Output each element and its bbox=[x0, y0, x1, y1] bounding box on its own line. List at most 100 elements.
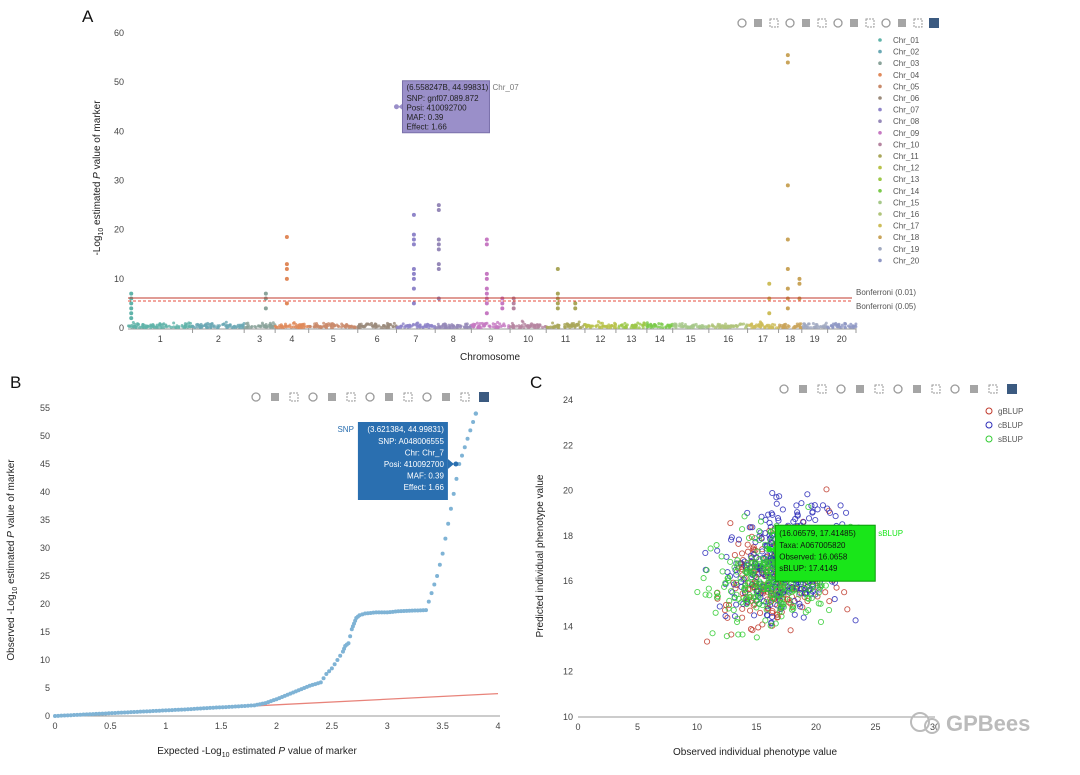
camera-icon[interactable] bbox=[779, 384, 789, 394]
autoscale-icon[interactable] bbox=[850, 19, 858, 27]
legend-marker[interactable] bbox=[878, 119, 882, 123]
legend-marker[interactable] bbox=[878, 223, 882, 228]
zoom-out-icon[interactable] bbox=[365, 392, 375, 402]
legend-item-label[interactable]: Chr_18 bbox=[893, 233, 920, 242]
zoom-out-icon[interactable] bbox=[893, 384, 903, 394]
marker-point bbox=[476, 326, 480, 330]
plotly-logo-icon[interactable] bbox=[479, 392, 489, 402]
hover-closest-icon[interactable] bbox=[970, 385, 978, 393]
legend-item-label[interactable]: sBLUP bbox=[998, 435, 1023, 444]
marker-point bbox=[187, 321, 191, 325]
spike-lines-icon[interactable] bbox=[422, 392, 432, 402]
hover-closest-icon[interactable] bbox=[898, 19, 906, 27]
autoscale-icon[interactable] bbox=[385, 393, 393, 401]
lasso-icon[interactable] bbox=[856, 385, 864, 393]
camera-icon[interactable] bbox=[251, 392, 261, 402]
zoom-in-icon[interactable] bbox=[346, 392, 356, 402]
box-select-icon[interactable] bbox=[785, 18, 795, 28]
legend-item-label[interactable]: Chr_04 bbox=[893, 71, 920, 80]
legend-item-label[interactable]: cBLUP bbox=[998, 421, 1023, 430]
legend-marker[interactable] bbox=[878, 165, 882, 170]
legend-marker[interactable] bbox=[985, 435, 993, 443]
legend-item-label[interactable]: Chr_11 bbox=[893, 152, 919, 161]
zoom-in-icon[interactable] bbox=[817, 18, 827, 28]
legend-marker[interactable] bbox=[878, 142, 882, 147]
marker-point bbox=[570, 322, 574, 326]
zoom-icon[interactable] bbox=[799, 385, 807, 393]
legend-item-label[interactable]: Chr_09 bbox=[893, 129, 920, 138]
legend-item-label[interactable]: Chr_01 bbox=[893, 36, 920, 45]
scatter-point bbox=[721, 607, 729, 614]
legend-item-label[interactable]: Chr_17 bbox=[893, 222, 920, 231]
zoom-icon[interactable] bbox=[754, 19, 762, 27]
home-icon[interactable] bbox=[403, 392, 413, 402]
legend-item-label[interactable]: Chr_07 bbox=[893, 106, 920, 115]
legend-marker[interactable] bbox=[878, 212, 882, 216]
marker-point bbox=[415, 325, 419, 329]
autoscale-icon[interactable] bbox=[913, 385, 921, 393]
legend-item-label[interactable]: Chr_16 bbox=[893, 210, 920, 219]
legend-item-label[interactable]: Chr_02 bbox=[893, 48, 920, 57]
chromosome-legend[interactable]: Chr_01 Chr_02 Chr_03 Chr_04 Chr_05 Chr_06 Chr_… bbox=[878, 36, 920, 265]
legend-marker[interactable] bbox=[985, 407, 993, 415]
legend-item-label[interactable]: Chr_13 bbox=[893, 175, 920, 184]
lasso-icon[interactable] bbox=[802, 19, 810, 27]
hover-closest-icon[interactable] bbox=[442, 393, 450, 401]
pan-icon[interactable] bbox=[769, 18, 779, 28]
spike-lines-icon[interactable] bbox=[950, 384, 960, 394]
marker-point bbox=[624, 325, 628, 329]
legend-marker[interactable] bbox=[878, 235, 882, 239]
pan-icon[interactable] bbox=[817, 384, 827, 394]
hover-compare-icon[interactable] bbox=[460, 392, 470, 402]
legend-marker[interactable] bbox=[878, 189, 882, 193]
legend-marker[interactable] bbox=[878, 96, 882, 100]
legend-item-label[interactable]: Chr_20 bbox=[893, 256, 920, 265]
plotly-logo-icon[interactable] bbox=[929, 18, 939, 28]
legend-item-label[interactable]: Chr_12 bbox=[893, 164, 920, 173]
legend-item-label[interactable]: Chr_15 bbox=[893, 198, 920, 207]
legend-marker[interactable] bbox=[878, 177, 882, 181]
hover-compare-icon[interactable] bbox=[988, 384, 998, 394]
legend-marker[interactable] bbox=[878, 131, 882, 135]
legend-item-label[interactable]: gBLUP bbox=[998, 407, 1023, 416]
home-icon[interactable] bbox=[865, 18, 875, 28]
home-icon[interactable] bbox=[931, 384, 941, 394]
legend-marker[interactable] bbox=[878, 107, 882, 112]
tooltip-series-name: Chr_07 bbox=[492, 83, 519, 92]
legend-marker[interactable] bbox=[878, 49, 882, 54]
scatter-point bbox=[769, 489, 776, 497]
legend-marker[interactable] bbox=[878, 154, 882, 158]
legend-item-label[interactable]: Chr_10 bbox=[893, 140, 920, 149]
scatter-legend[interactable]: gBLUP cBLUP sBLUP bbox=[985, 407, 1023, 444]
legend-marker[interactable] bbox=[878, 247, 882, 251]
hover-compare-icon[interactable] bbox=[913, 18, 923, 28]
spike-lines-icon[interactable] bbox=[881, 18, 891, 28]
scatter-point bbox=[808, 502, 815, 509]
zoom-icon[interactable] bbox=[271, 393, 279, 401]
legend-item-label[interactable]: Chr_08 bbox=[893, 117, 920, 126]
box-select-icon[interactable] bbox=[836, 384, 846, 394]
box-select-icon[interactable] bbox=[308, 392, 318, 402]
legend-marker[interactable] bbox=[878, 200, 882, 205]
pan-icon[interactable] bbox=[289, 392, 299, 402]
legend-marker[interactable] bbox=[985, 421, 993, 429]
zoom-in-icon[interactable] bbox=[874, 384, 884, 394]
legend-item-label[interactable]: Chr_14 bbox=[893, 187, 920, 196]
marker-point bbox=[846, 324, 850, 328]
legend-marker[interactable] bbox=[878, 61, 882, 65]
zoom-out-icon[interactable] bbox=[833, 18, 843, 28]
legend-item-label[interactable]: Chr_03 bbox=[893, 59, 920, 68]
marker-point bbox=[164, 324, 168, 328]
lasso-icon[interactable] bbox=[328, 393, 336, 401]
plotly-logo-icon[interactable] bbox=[1007, 384, 1017, 394]
legend-marker[interactable] bbox=[878, 38, 882, 42]
legend-marker[interactable] bbox=[878, 73, 882, 77]
marker-point bbox=[721, 324, 725, 328]
legend-marker[interactable] bbox=[878, 84, 882, 89]
legend-item-label[interactable]: Chr_05 bbox=[893, 82, 920, 91]
scatter-point bbox=[730, 606, 737, 614]
legend-item-label[interactable]: Chr_06 bbox=[893, 94, 920, 103]
legend-marker[interactable] bbox=[878, 258, 882, 263]
camera-icon[interactable] bbox=[737, 18, 747, 28]
legend-item-label[interactable]: Chr_19 bbox=[893, 245, 920, 254]
